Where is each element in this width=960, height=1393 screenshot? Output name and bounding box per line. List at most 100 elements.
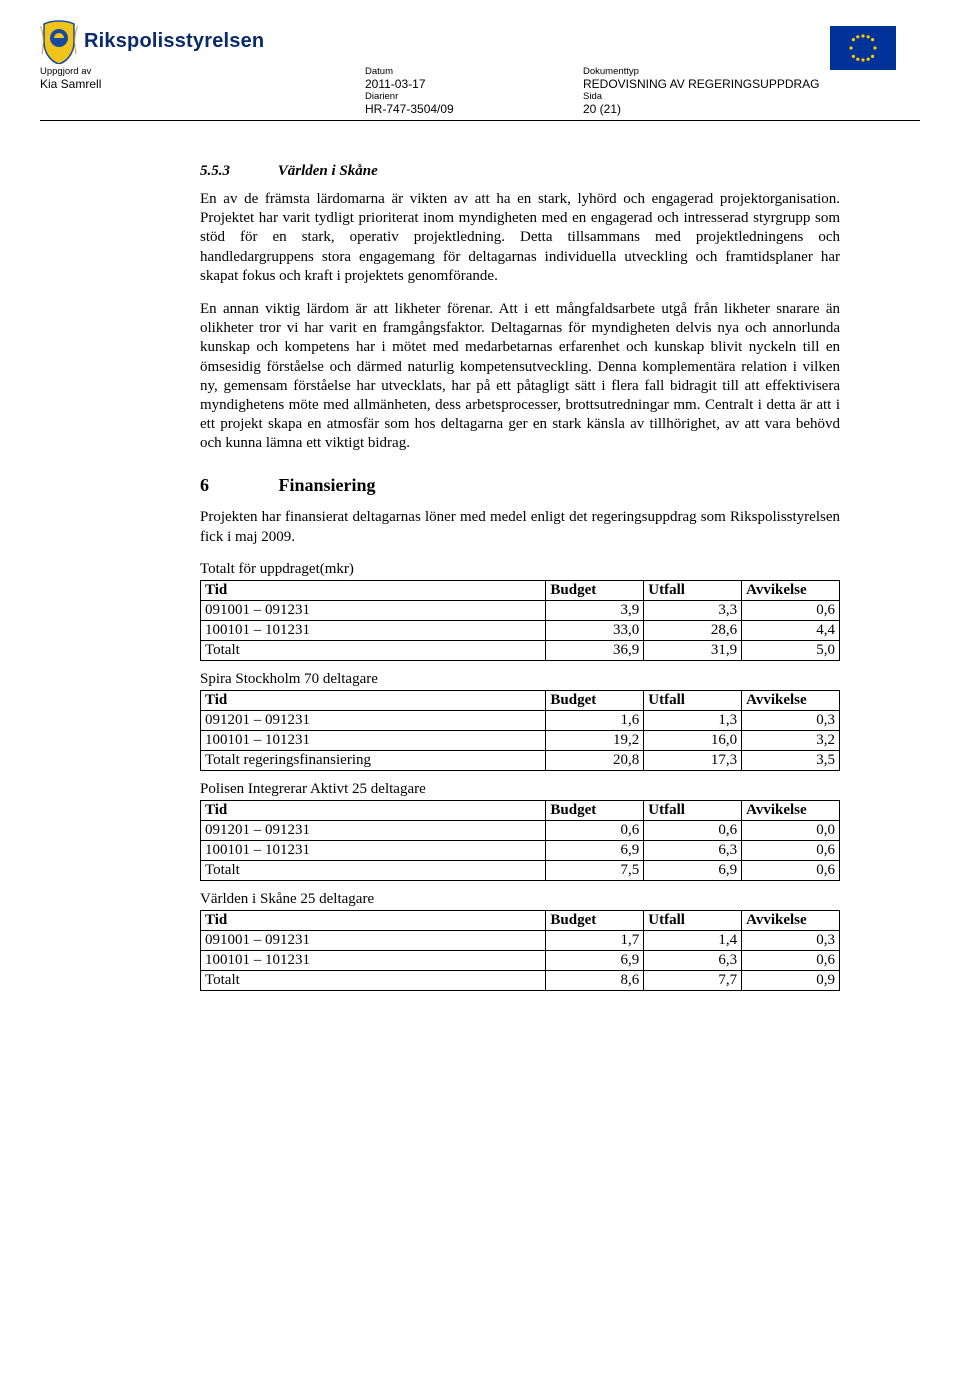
table-cell: 0,6 bbox=[742, 860, 840, 880]
table-cell: 0,6 bbox=[546, 820, 644, 840]
table-header: Tid bbox=[201, 690, 546, 710]
page-content: 5.5.3 Världen i Skåne En av de främsta l… bbox=[200, 163, 840, 991]
table-cell: 36,9 bbox=[546, 640, 644, 660]
table-header: Budget bbox=[546, 910, 644, 930]
table-row: 091201 – 0912310,60,60,0 bbox=[201, 820, 840, 840]
body-paragraph: Projekten har finansierat deltagarnas lö… bbox=[200, 508, 840, 546]
table-cell: 0,6 bbox=[644, 820, 742, 840]
table-cell: 0,6 bbox=[742, 840, 840, 860]
meta-label-datum: Datum bbox=[365, 66, 583, 77]
table-title: Världen i Skåne 25 deltagare bbox=[200, 891, 840, 908]
table-cell: 4,4 bbox=[742, 620, 840, 640]
table-row: Totalt regeringsfinansiering20,817,33,5 bbox=[201, 750, 840, 770]
table-cell: 7,5 bbox=[546, 860, 644, 880]
table-cell: Totalt bbox=[201, 640, 546, 660]
table-cell: 5,0 bbox=[742, 640, 840, 660]
logo-block: Rikspolisstyrelsen bbox=[40, 20, 264, 64]
table-title: Polisen Integrerar Aktivt 25 deltagare bbox=[200, 781, 840, 798]
eu-flag-icon bbox=[830, 26, 896, 70]
section-num: 6 bbox=[200, 475, 274, 496]
table-cell: Totalt bbox=[201, 860, 546, 880]
table-cell: 1,3 bbox=[644, 710, 742, 730]
table-cell: 091201 – 091231 bbox=[201, 820, 546, 840]
table-header: Utfall bbox=[644, 690, 742, 710]
meta-val-datum: 2011-03-17 bbox=[365, 77, 583, 91]
table-cell: 19,2 bbox=[546, 730, 644, 750]
table-cell: 091001 – 091231 bbox=[201, 600, 546, 620]
table-header: Tid bbox=[201, 910, 546, 930]
section-6-heading: 6 Finansiering bbox=[200, 475, 840, 496]
table-cell: 100101 – 101231 bbox=[201, 730, 546, 750]
table-row: 100101 – 10123119,216,03,2 bbox=[201, 730, 840, 750]
table-title: Spira Stockholm 70 deltagare bbox=[200, 671, 840, 688]
police-shield-icon bbox=[40, 20, 78, 64]
org-name: Rikspolisstyrelsen bbox=[84, 30, 264, 53]
table-cell: 3,3 bbox=[644, 600, 742, 620]
meta-val-diarienr: HR-747-3504/09 bbox=[365, 102, 583, 116]
table-cell: 3,9 bbox=[546, 600, 644, 620]
table-cell: Totalt regeringsfinansiering bbox=[201, 750, 546, 770]
table-cell: 8,6 bbox=[546, 970, 644, 990]
meta-val-sida: 20 (21) bbox=[583, 102, 920, 116]
table-row: 100101 – 10123133,028,64,4 bbox=[201, 620, 840, 640]
meta-val-dokumenttyp: REDOVISNING AV REGERINGSUPPDRAG bbox=[583, 77, 920, 91]
section-title: Världen i Skåne bbox=[278, 163, 378, 179]
table-cell: 100101 – 101231 bbox=[201, 620, 546, 640]
table-header: Avvikelse bbox=[742, 690, 840, 710]
table-cell: 0,3 bbox=[742, 930, 840, 950]
table-header: Avvikelse bbox=[742, 910, 840, 930]
table-cell: 091201 – 091231 bbox=[201, 710, 546, 730]
table-header: Avvikelse bbox=[742, 580, 840, 600]
table-cell: 0,0 bbox=[742, 820, 840, 840]
table-row: Totalt7,56,90,6 bbox=[201, 860, 840, 880]
finance-table: TidBudgetUtfallAvvikelse091001 – 0912313… bbox=[200, 580, 840, 661]
table-cell: 20,8 bbox=[546, 750, 644, 770]
finance-table: TidBudgetUtfallAvvikelse091001 – 0912311… bbox=[200, 910, 840, 991]
table-cell: 3,5 bbox=[742, 750, 840, 770]
table-header: Tid bbox=[201, 800, 546, 820]
table-cell: 0,6 bbox=[742, 600, 840, 620]
table-cell: 6,9 bbox=[644, 860, 742, 880]
page-header: Rikspolisstyrelsen Uppgjord av Kia Samre… bbox=[40, 20, 920, 121]
table-cell: 17,3 bbox=[644, 750, 742, 770]
body-paragraph: En av de främsta lärdomarna är vikten av… bbox=[200, 190, 840, 286]
body-paragraph: En annan viktig lärdom är att likheter f… bbox=[200, 300, 840, 454]
table-row: Totalt36,931,95,0 bbox=[201, 640, 840, 660]
table-row: Totalt8,67,70,9 bbox=[201, 970, 840, 990]
table-header: Budget bbox=[546, 800, 644, 820]
table-cell: 0,3 bbox=[742, 710, 840, 730]
table-cell: 3,2 bbox=[742, 730, 840, 750]
table-cell: 31,9 bbox=[644, 640, 742, 660]
table-cell: Totalt bbox=[201, 970, 546, 990]
table-row: 091001 – 0912313,93,30,6 bbox=[201, 600, 840, 620]
table-header: Utfall bbox=[644, 800, 742, 820]
table-header: Budget bbox=[546, 690, 644, 710]
header-meta: Uppgjord av Kia Samrell Datum 2011-03-17… bbox=[40, 66, 920, 116]
table-cell: 091001 – 091231 bbox=[201, 930, 546, 950]
table-cell: 1,6 bbox=[546, 710, 644, 730]
table-cell: 0,9 bbox=[742, 970, 840, 990]
table-cell: 1,4 bbox=[644, 930, 742, 950]
table-header: Utfall bbox=[644, 580, 742, 600]
table-cell: 6,9 bbox=[546, 840, 644, 860]
table-cell: 33,0 bbox=[546, 620, 644, 640]
table-cell: 28,6 bbox=[644, 620, 742, 640]
table-row: 091001 – 0912311,71,40,3 bbox=[201, 930, 840, 950]
finance-table: TidBudgetUtfallAvvikelse091201 – 0912311… bbox=[200, 690, 840, 771]
table-title: Totalt för uppdraget(mkr) bbox=[200, 561, 840, 578]
table-header: Utfall bbox=[644, 910, 742, 930]
section-553-heading: 5.5.3 Världen i Skåne bbox=[200, 163, 840, 180]
table-cell: 6,9 bbox=[546, 950, 644, 970]
table-row: 100101 – 1012316,96,30,6 bbox=[201, 840, 840, 860]
table-cell: 6,3 bbox=[644, 950, 742, 970]
finance-table: TidBudgetUtfallAvvikelse091201 – 0912310… bbox=[200, 800, 840, 881]
meta-label-diarienr: Diarienr bbox=[365, 91, 583, 102]
table-cell: 100101 – 101231 bbox=[201, 840, 546, 860]
table-cell: 7,7 bbox=[644, 970, 742, 990]
table-header: Tid bbox=[201, 580, 546, 600]
table-row: 100101 – 1012316,96,30,6 bbox=[201, 950, 840, 970]
table-header: Avvikelse bbox=[742, 800, 840, 820]
meta-val-uppgjord: Kia Samrell bbox=[40, 77, 365, 91]
table-row: 091201 – 0912311,61,30,3 bbox=[201, 710, 840, 730]
meta-label-sida: Sida bbox=[583, 91, 920, 102]
